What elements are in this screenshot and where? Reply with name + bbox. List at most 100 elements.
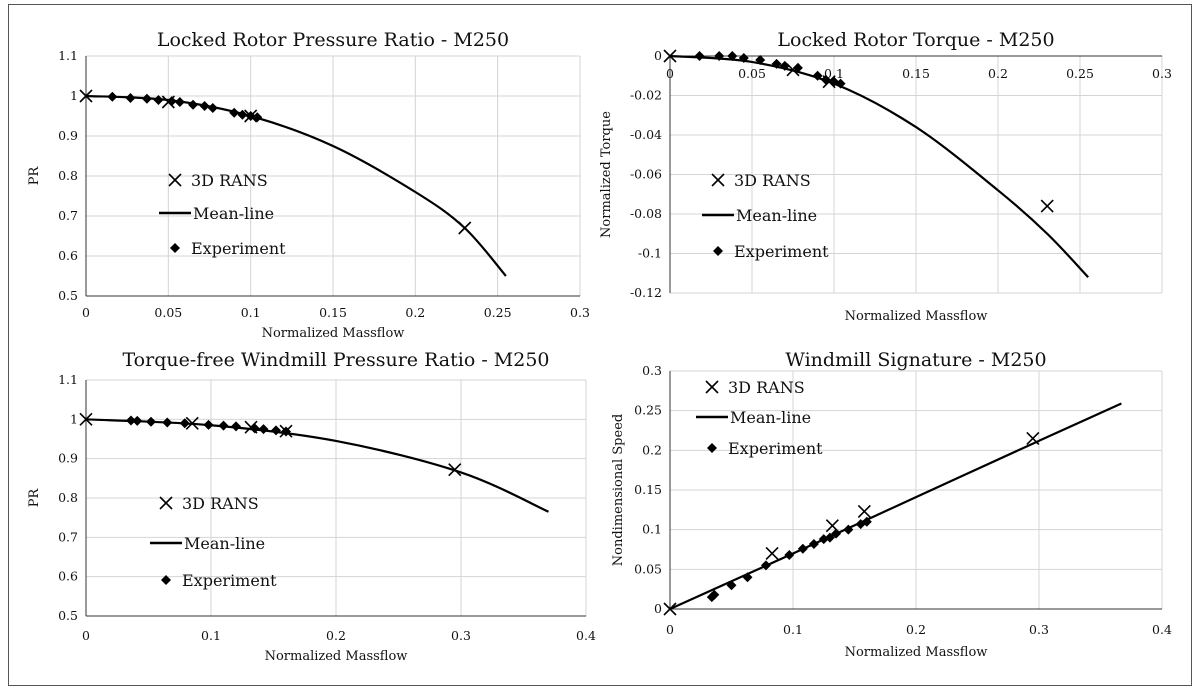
- y-tick-label: -0.1: [638, 246, 662, 261]
- y-tick-label: -0.08: [630, 206, 662, 221]
- experiment-point: [812, 70, 823, 81]
- chart-1: 0 0.05 0.1 0.15 0.2 0.25 0.3 0.5 0.6 0.7 0.8 0.9 1 1.…: [27, 29, 590, 341]
- experiment-point: [132, 415, 143, 426]
- legend-entry-label: Mean-line: [193, 204, 274, 223]
- experiment-point: [199, 101, 210, 111]
- x-tick-label: 0.05: [738, 66, 766, 81]
- x-tick-label: 0.05: [154, 305, 182, 320]
- experiment-point: [727, 51, 738, 61]
- series-diamond: [706, 516, 872, 603]
- x-tick-label: 0.3: [1029, 622, 1049, 637]
- experiment-point: [188, 99, 199, 110]
- chart-title: Locked Rotor Torque - M250: [777, 29, 1054, 51]
- legend-x-icon-stroke-b: [168, 173, 182, 187]
- y-tick-label: 0: [654, 48, 662, 63]
- chart-title: Torque-free Windmill Pressure Ratio - M2…: [122, 349, 549, 371]
- rans-point-stroke-b: [857, 504, 871, 518]
- x-tick-label: 0: [82, 628, 90, 643]
- mean-line-curve: [669, 402, 1122, 611]
- x-tick-label: 0.15: [902, 66, 930, 81]
- y-tick-label: 0.9: [58, 451, 78, 466]
- series-diamond: [107, 91, 263, 123]
- x-tick-label: 0.1: [783, 622, 803, 637]
- rans-point: [857, 504, 871, 518]
- x-tick-label: 0.2: [326, 628, 346, 643]
- experiment-point: [179, 418, 190, 429]
- rans-point-stroke-b: [765, 546, 779, 561]
- x-tick-label: 0.2: [405, 305, 425, 320]
- x-tick-label: 0.4: [1152, 622, 1172, 637]
- series-diamond: [694, 51, 846, 89]
- mean-line-curve: [669, 54, 1090, 278]
- legend-diamond-icon: [713, 246, 723, 256]
- experiment-point: [820, 74, 831, 85]
- legend-x-icon-stroke-b: [159, 496, 173, 510]
- x-tick-label: 0.2: [988, 66, 1008, 81]
- x-tick-label: 0.3: [1152, 66, 1172, 81]
- legend-entry-label: Mean-line: [736, 206, 817, 225]
- experiment-point: [126, 415, 136, 426]
- x-axis-label: Normalized Massflow: [845, 645, 988, 660]
- experiment-point: [271, 425, 281, 436]
- legend-entry-label: Experiment: [182, 571, 277, 590]
- legend-diamond-icon: [161, 575, 171, 585]
- experiment-point: [203, 419, 214, 430]
- y-tick-label: 0.25: [634, 403, 662, 418]
- y-tick-label: 0.8: [58, 168, 78, 183]
- legend-entry-label: Experiment: [728, 439, 823, 458]
- experiment-point: [141, 93, 152, 104]
- y-tick-label: 1: [70, 88, 78, 103]
- y-axis-label: PR: [27, 488, 42, 508]
- y-tick-label: 0.5: [58, 608, 78, 623]
- legend-x-icon: [711, 173, 725, 187]
- experiment-point: [174, 97, 185, 107]
- x-axis-label: Normalized Massflow: [265, 649, 408, 664]
- experiment-point: [861, 516, 872, 527]
- legend-x-icon: [159, 496, 173, 510]
- experiment-point: [808, 538, 819, 549]
- legend-x-icon-stroke-b: [711, 173, 725, 187]
- x-axis-label: Normalized Massflow: [845, 309, 988, 324]
- series-line: [85, 94, 507, 277]
- y-tick-label: 0.1: [642, 522, 662, 537]
- y-tick-label: 1: [70, 411, 78, 426]
- experiment-point: [258, 424, 269, 435]
- experiment-point: [146, 416, 156, 427]
- rans-point-stroke-b: [825, 519, 839, 533]
- experiment-point: [207, 103, 218, 113]
- legend-diamond-icon: [707, 443, 717, 453]
- y-tick-label: 1.1: [58, 372, 78, 387]
- y-tick-label: -0.06: [630, 167, 662, 182]
- x-tick-label: 0.1: [201, 628, 221, 643]
- experiment-point: [784, 550, 795, 561]
- experiment-point: [771, 58, 782, 69]
- experiment-point: [709, 589, 720, 600]
- x-tick-label: 0: [666, 66, 674, 81]
- legend-entry-label: 3D RANS: [734, 171, 811, 190]
- experiment-point: [694, 51, 705, 61]
- experiment-point: [252, 112, 263, 123]
- legend-x-icon: [705, 380, 719, 394]
- x-tick-label: 0: [666, 622, 674, 637]
- legend: 3D RANS Mean-line Experiment: [696, 378, 823, 458]
- y-tick-label: 1.1: [58, 48, 78, 63]
- x-tick-label: 0: [82, 305, 90, 320]
- y-tick-label: -0.12: [630, 285, 662, 300]
- y-tick-label: 0: [654, 601, 662, 616]
- y-tick-label: 0.9: [58, 128, 78, 143]
- y-axis-label: Nondimensional Speed: [611, 414, 626, 566]
- experiment-point: [792, 62, 803, 73]
- y-tick-label: 0.3: [642, 363, 662, 378]
- legend-x-icon-stroke-b: [705, 380, 719, 394]
- legend-entry-label: Experiment: [734, 242, 829, 261]
- legend-x-icon: [168, 173, 182, 187]
- experiment-point: [162, 417, 173, 428]
- experiment-point: [166, 96, 177, 107]
- series-diamond: [126, 415, 291, 437]
- rans-point: [1040, 199, 1054, 213]
- y-tick-label: 0.6: [58, 569, 78, 584]
- y-tick-label: 0.6: [58, 248, 78, 263]
- legend-entry-label: 3D RANS: [728, 378, 805, 397]
- mean-line-curve: [85, 94, 507, 277]
